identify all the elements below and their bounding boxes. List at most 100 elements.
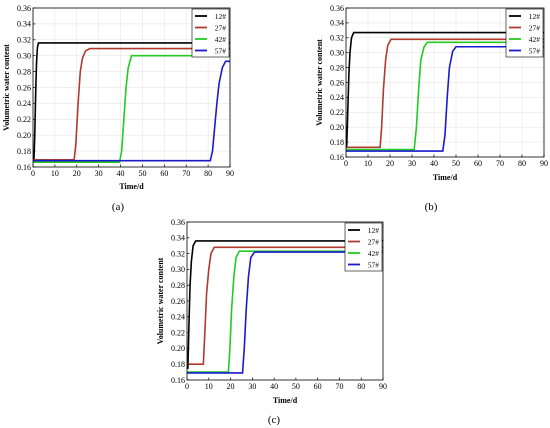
y-tick-label: 0.32 (330, 34, 344, 43)
y-tick-label: 0.32 (17, 36, 31, 45)
series-line-57 (187, 251, 383, 374)
y-tick-label: 0.34 (17, 20, 31, 29)
chart-panel-2: 0 10 20 30 40 50 60 70 80 90 0.16 0.18 0.20 0.22 0.24 0… (315, 4, 548, 213)
panel-caption: (c) (268, 414, 281, 426)
legend-label: 57# (529, 46, 541, 55)
y-tick-label: 0.24 (330, 93, 344, 102)
y-tick-label: 0.28 (171, 281, 185, 290)
y-tick-label: 0.34 (171, 234, 185, 243)
x-tick-label: 40 (430, 159, 438, 168)
x-tick-label: 0 (185, 382, 189, 391)
y-tick-label: 0.36 (17, 4, 31, 13)
legend-box (505, 8, 544, 58)
y-tick-label: 0.34 (330, 19, 344, 28)
panel-caption: (a) (112, 201, 125, 213)
legend: 12# 27# 42# 57# (344, 222, 383, 272)
legend-label: 57# (215, 46, 227, 55)
panel-caption: (b) (425, 201, 438, 213)
legend-label: 12# (529, 12, 541, 21)
legend: 12# 27# 42# 57# (505, 8, 544, 58)
y-tick-label: 0.26 (330, 78, 344, 87)
x-tick-label: 60 (314, 382, 322, 391)
x-tick-label: 50 (452, 159, 460, 168)
x-tick-label: 70 (335, 382, 343, 391)
y-tick-label: 0.16 (17, 163, 31, 172)
x-tick-label: 30 (95, 169, 103, 178)
x-tick-label: 0 (31, 169, 35, 178)
y-axis-label: Volumetric water content (315, 39, 324, 126)
series-line-57 (33, 60, 230, 162)
x-tick-label: 10 (364, 159, 372, 168)
y-tick-label: 0.18 (17, 147, 31, 156)
y-tick-label: 0.30 (171, 265, 185, 274)
x-axis-label: Time/d (119, 182, 144, 191)
y-tick-label: 0.24 (17, 99, 31, 108)
x-tick-label: 60 (160, 169, 168, 178)
legend-label: 12# (215, 12, 227, 21)
x-tick-label: 80 (518, 159, 526, 168)
series-line-12 (187, 240, 383, 369)
y-tick-label: 0.32 (171, 249, 185, 258)
y-tick-label: 0.22 (171, 328, 185, 337)
x-tick-label: 80 (204, 169, 212, 178)
legend-box (191, 8, 230, 58)
x-tick-label: 10 (51, 169, 59, 178)
x-tick-label: 50 (292, 382, 300, 391)
x-tick-label: 40 (117, 169, 125, 178)
series-line-27 (187, 246, 383, 366)
legend-label: 42# (215, 35, 227, 44)
x-tick-label: 20 (227, 382, 235, 391)
series-line-12 (33, 42, 230, 164)
x-tick-label: 30 (248, 382, 256, 391)
y-tick-label: 0.22 (17, 115, 31, 124)
x-tick-label: 30 (408, 159, 416, 168)
x-axis-label: Time/d (433, 173, 458, 182)
legend-label: 27# (215, 23, 227, 32)
x-tick-label: 50 (138, 169, 146, 178)
series-line-57 (346, 45, 544, 152)
x-tick-label: 20 (386, 159, 394, 168)
y-tick-label: 0.20 (17, 131, 31, 140)
x-tick-label: 70 (496, 159, 504, 168)
y-tick-label: 0.28 (17, 67, 31, 76)
x-tick-label: 40 (270, 382, 278, 391)
chart-panel-3: 0 10 20 30 40 50 60 70 80 90 0.16 0.18 0.20 0.22 0.24 0… (156, 218, 387, 426)
y-tick-label: 0.28 (330, 63, 344, 72)
y-tick-label: 0.36 (330, 4, 344, 13)
chart-panel-1: 0 10 20 30 40 50 60 70 80 90 0.16 0.18 0.20 0.22 0.24 0… (2, 4, 234, 213)
y-tick-label: 0.36 (171, 218, 185, 227)
y-tick-label: 0.22 (330, 108, 344, 117)
x-axis-label: Time/d (273, 396, 298, 405)
x-tick-label: 10 (205, 382, 213, 391)
y-tick-label: 0.24 (171, 313, 185, 322)
y-tick-label: 0.16 (330, 153, 344, 162)
y-tick-label: 0.30 (17, 52, 31, 61)
legend-label: 42# (368, 249, 380, 258)
series-line-12 (345, 31, 544, 149)
y-tick-label: 0.18 (171, 360, 185, 369)
x-tick-label: 20 (73, 169, 81, 178)
series-line-42 (346, 41, 544, 151)
x-tick-label: 90 (226, 169, 234, 178)
x-tick-label: 90 (379, 382, 387, 391)
x-tick-label: 70 (182, 169, 190, 178)
x-tick-label: 80 (357, 382, 365, 391)
y-tick-label: 0.30 (330, 49, 344, 58)
y-tick-label: 0.26 (171, 297, 185, 306)
series-line-42 (187, 250, 383, 373)
legend-box (344, 222, 383, 272)
legend: 12# 27# 42# 57# (191, 8, 230, 58)
y-axis-label: Volumetric water content (156, 257, 165, 344)
x-tick-label: 0 (344, 159, 348, 168)
series-line-27 (33, 47, 230, 161)
legend-label: 12# (368, 226, 380, 235)
legend-label: 42# (529, 35, 541, 44)
y-axis-label: Volumetric water content (2, 44, 11, 131)
y-tick-label: 0.26 (17, 83, 31, 92)
legend-label: 27# (529, 23, 541, 32)
y-tick-label: 0.20 (330, 123, 344, 132)
y-tick-label: 0.18 (330, 138, 344, 147)
y-tick-label: 0.20 (171, 344, 185, 353)
x-tick-label: 60 (474, 159, 482, 168)
